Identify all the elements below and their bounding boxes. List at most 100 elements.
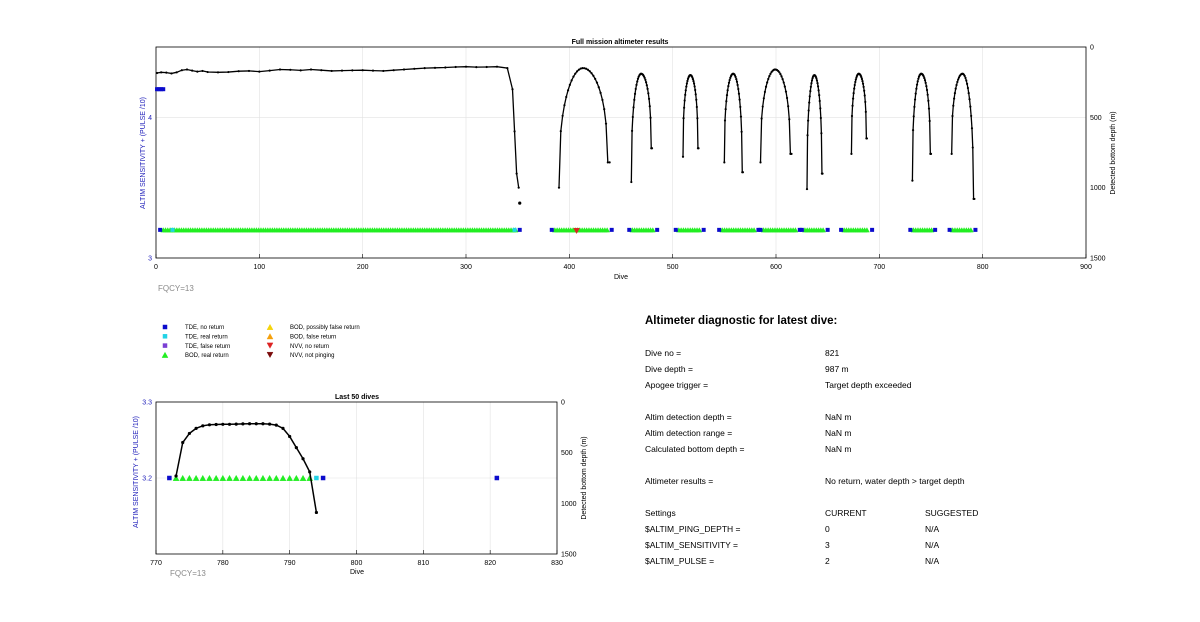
depth-point [862,85,865,88]
dive-depth-curve [806,74,823,190]
depth-point [968,98,971,101]
depth-point [928,119,931,123]
chart1-x-ticks: 0 100 200 300 400 500 600 700 800 900 [154,254,1092,271]
depth-point [784,90,788,93]
depth-point [723,119,727,122]
bod-real-return-marker [649,227,656,233]
depth-point [860,76,863,79]
settings-header-suggested: SUGGESTED [925,508,979,518]
depth-point [684,93,687,96]
tde-no-return-marker [758,227,763,232]
depth-point [927,99,930,102]
x-tick-label: 0 [154,264,158,271]
tde-no-return-marker [627,227,632,232]
depth-point [646,87,649,90]
legend-label: TDE, real return [185,335,228,341]
depth-point [854,78,857,81]
depth-point [911,129,915,132]
depth-point [247,422,252,426]
depth-point [861,82,865,85]
depth-point [351,69,354,72]
chart1-left-ticks: 34 [148,115,152,263]
depth-point [382,69,385,73]
depth-point [563,104,566,107]
chart2-x-ticks: 770 780 790 800 810 820 830 [150,550,563,567]
bod-real-return-marker [259,474,267,481]
settings-header-current: CURRENT [825,508,867,518]
depth-point [402,68,406,71]
depth-point [810,82,813,85]
depth-point [423,67,426,70]
bod-real-return-marker [696,227,703,233]
depth-point [221,422,225,426]
depth-point [174,474,178,478]
depth-point [371,69,375,72]
depth-point [763,90,767,94]
depth-point [737,92,741,95]
depth-point [170,72,173,75]
depth-point [729,76,732,79]
bod-real-return-marker [792,227,799,233]
setting-current: 2 [825,556,830,566]
left-tick-label: 3.2 [142,476,152,483]
setting-label: $ALTIM_PING_DEPTH = [645,524,741,534]
depth-point [585,67,588,70]
depth-point [475,66,478,69]
legend-marker-square [162,324,168,330]
depth-point [790,152,793,156]
bod-real-return-marker [299,474,307,481]
setting-suggested: N/A [925,540,940,550]
depth-point [268,422,272,426]
diag-value: NaN m [825,412,852,422]
depth-point [913,105,916,108]
depth-point [738,98,741,101]
depth-point [785,96,789,100]
depth-point [697,147,700,150]
depth-point [635,83,638,86]
depth-point [957,78,960,81]
depth-point [647,97,651,100]
diag-label: Altimeter results = [645,476,714,486]
depth-point [647,92,650,95]
depth-point [684,89,687,92]
depth-point [692,79,695,83]
bod-real-return-marker [246,474,253,481]
right-tick-label: 1500 [561,552,577,559]
x-tick-label: 820 [484,560,496,567]
depth-point [923,76,926,80]
depth-point [361,69,364,72]
depth-point [950,152,953,156]
tde-no-return-marker [908,227,913,232]
depth-point [810,79,814,82]
depth-point [517,186,520,189]
depth-point [692,82,696,85]
depth-point [693,85,696,88]
depth-point [951,114,954,118]
depth-point [433,66,437,69]
tde-no-return-marker [161,87,166,92]
left-tick-label: 4 [148,115,152,122]
depth-point [865,137,869,140]
depth-point [929,152,933,156]
dive-depth-curve [682,74,699,157]
depth-point [734,75,737,79]
legend-marker-square [162,343,168,348]
depth-point [289,68,292,71]
diag-value: NaN m [825,444,852,454]
depth-point [954,87,957,90]
depth-point [577,68,580,71]
x-tick-label: 800 [351,560,363,567]
depth-line [156,66,520,188]
bod-real-return-marker [179,474,187,481]
tde-no-return-marker [701,227,706,232]
depth-point [695,105,698,109]
depth-point [643,76,646,79]
diag-value: Target depth exceeded [825,380,912,390]
depth-point [581,67,584,70]
depth-point [739,115,743,118]
depth-point [632,106,635,109]
depth-point [485,65,488,69]
dive-depth-curve [723,73,743,173]
depth-point [815,77,818,80]
depth-point [574,72,577,75]
